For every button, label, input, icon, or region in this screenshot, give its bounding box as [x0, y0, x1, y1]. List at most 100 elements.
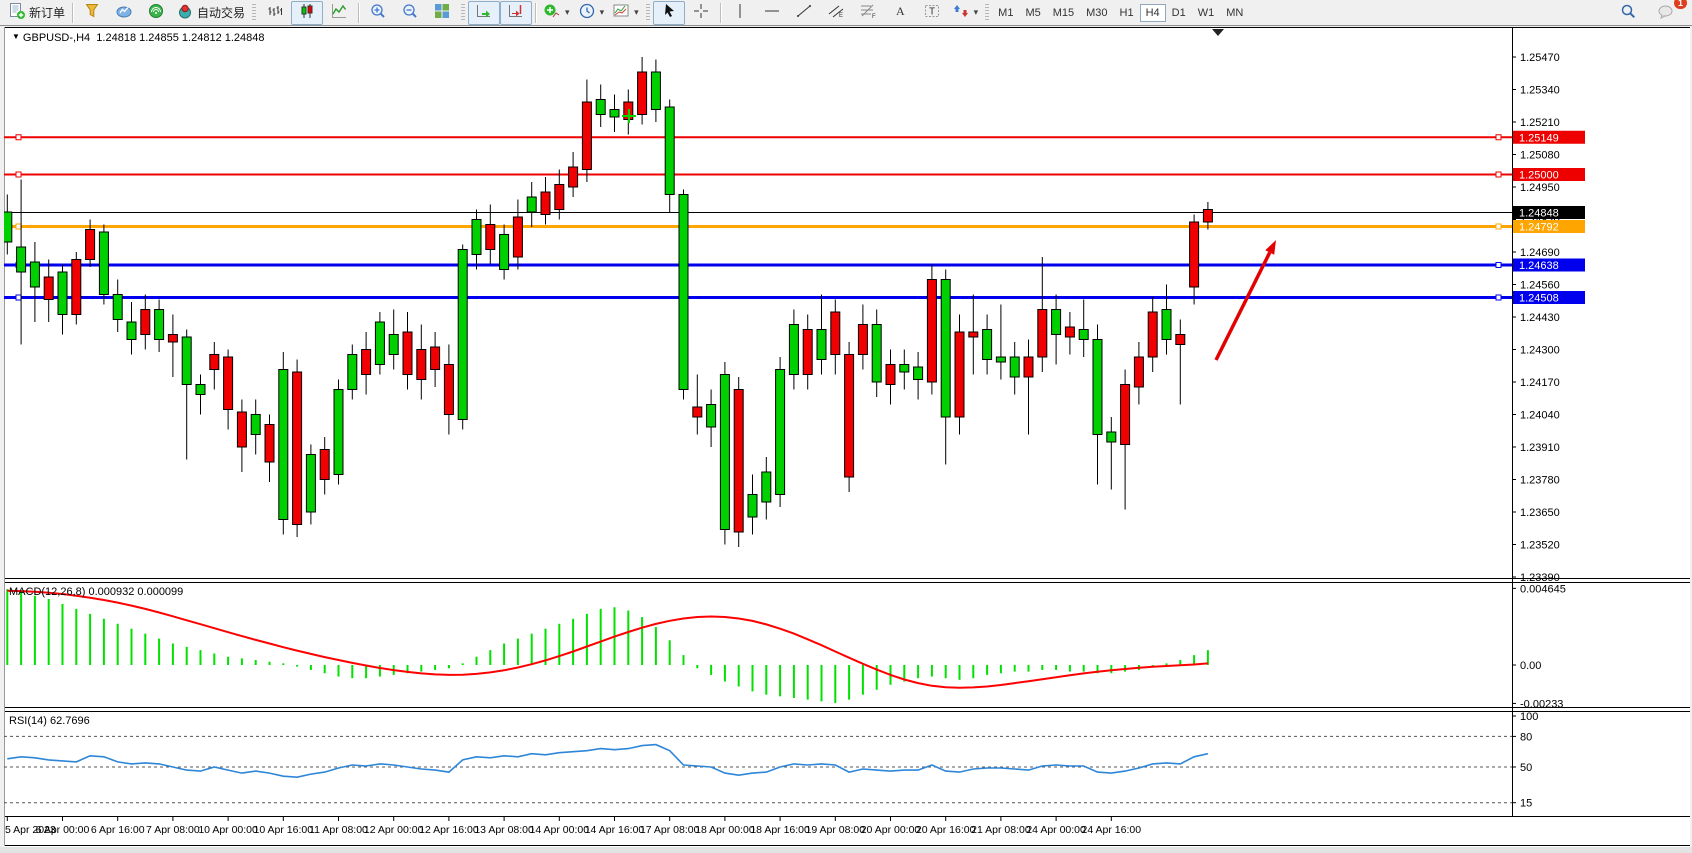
svg-text:1.24690: 1.24690 — [1520, 247, 1560, 259]
dropdown-arrow-icon[interactable]: ▾ — [599, 7, 605, 17]
green-cross-marker[interactable] — [622, 109, 636, 123]
candlestick — [1037, 309, 1048, 358]
svg-text:1.23520: 1.23520 — [1520, 540, 1560, 552]
candlestick — [1189, 221, 1200, 288]
timeframe-mn-button[interactable]: MN — [1226, 6, 1244, 19]
timeframe-m1-button[interactable]: M1 — [998, 6, 1014, 19]
macd-histogram — [6, 589, 1209, 703]
zoom-in-button[interactable] — [362, 1, 394, 25]
chart-ohlc-values: 1.24818 1.24855 1.24812 1.24848 — [96, 32, 265, 44]
timeframe-h1-button[interactable]: H1 — [1119, 6, 1134, 19]
svg-text:24 Apr 00:00: 24 Apr 00:00 — [1026, 824, 1086, 836]
candlestick — [154, 309, 165, 340]
candlestick — [788, 324, 799, 375]
candlestick — [678, 194, 689, 390]
red-arrow[interactable] — [1214, 240, 1276, 361]
hline-support-line-1[interactable] — [4, 262, 1512, 268]
price-tag — [1513, 206, 1585, 219]
text-button[interactable]: A — [884, 1, 916, 25]
chart-bars-button[interactable] — [259, 1, 291, 25]
candlestick — [98, 231, 109, 295]
zoom-out-button[interactable] — [394, 1, 426, 25]
candlestick — [499, 234, 510, 270]
chat-icon — [1657, 2, 1675, 23]
timeframe-m30-button[interactable]: M30 — [1086, 6, 1108, 19]
navigator-button[interactable] — [140, 1, 172, 25]
dropdown-arrow-icon[interactable]: ▾ — [565, 7, 570, 17]
indicators-button[interactable]: ▾ — [539, 1, 574, 25]
svg-text:1.24560: 1.24560 — [1520, 280, 1560, 292]
svg-text:18 Apr 16:00: 18 Apr 16:00 — [750, 824, 810, 836]
price-tag — [1513, 130, 1585, 144]
svg-text:0.00: 0.00 — [1520, 660, 1541, 672]
search-button[interactable] — [1612, 1, 1644, 25]
crosshair-button[interactable] — [685, 1, 717, 25]
svg-text:14 Apr 16:00: 14 Apr 16:00 — [585, 824, 645, 836]
hline-orange-level-line[interactable] — [4, 223, 1512, 230]
zoom-in-icon — [369, 2, 387, 23]
trendline-button[interactable] — [788, 1, 820, 25]
svg-text:1.24950: 1.24950 — [1520, 182, 1560, 194]
shapes-icon — [952, 2, 970, 23]
svg-text:15: 15 — [1520, 798, 1532, 810]
timeframe-m5-button[interactable]: M5 — [1025, 6, 1041, 19]
label-button[interactable]: T — [916, 1, 948, 25]
candlestick — [430, 346, 441, 370]
periods-button[interactable]: ▾ — [574, 1, 609, 25]
dropdown-arrow-icon[interactable]: ▾ — [634, 7, 639, 17]
candlestick — [471, 219, 482, 255]
candlestick — [85, 229, 96, 260]
line-handle — [15, 294, 22, 301]
fibonacci-button[interactable]: F — [852, 1, 884, 25]
templates-button[interactable]: ▾ — [608, 1, 643, 25]
new-order-button[interactable]: 新订单 — [4, 1, 69, 25]
candlestick — [181, 336, 192, 385]
candlestick — [333, 389, 344, 475]
svg-text:6 Apr 00:00: 6 Apr 00:00 — [36, 824, 90, 836]
dropdown-arrow-icon[interactable]: ▾ — [973, 7, 979, 17]
candles-icon — [298, 2, 316, 23]
price-tag — [1513, 168, 1585, 181]
market-watch-button[interactable] — [76, 1, 108, 25]
hline-resistance-line-1[interactable] — [4, 134, 1512, 141]
vline-icon — [731, 2, 749, 23]
candlestick — [236, 411, 247, 448]
price-tags: 1.25149 1.25000 1.24792 1.24638 1.24508 1.248… — [1513, 130, 1585, 305]
candlestick — [361, 349, 372, 375]
autotrading-button[interactable]: 自动交易 — [172, 1, 249, 25]
svg-text:17 Apr 08:00: 17 Apr 08:00 — [640, 824, 700, 836]
bars-icon — [266, 2, 284, 23]
cursor-button[interactable] — [652, 0, 685, 25]
toolbar: 新订单 自动交易 ▾ ▾ ▾ E F A T ▾ M1 M5 M15 M30 H1 H4 D1 W1 MN 1 — [0, 0, 1692, 26]
linechart-icon — [330, 2, 348, 23]
vertical-line-button[interactable] — [724, 1, 756, 25]
hline-resistance-line-2[interactable] — [4, 171, 1512, 178]
candlestick — [16, 246, 27, 273]
chart-candles-button[interactable] — [291, 0, 324, 25]
chart-shift-button[interactable] — [500, 0, 533, 25]
candlestick — [126, 321, 137, 340]
svg-text:5 Apr 2023: 5 Apr 2023 — [5, 824, 56, 836]
timeframe-w1-button[interactable]: W1 — [1197, 6, 1215, 19]
timeframe-m15-button[interactable]: M15 — [1052, 6, 1075, 19]
data-window-button[interactable] — [108, 1, 140, 25]
chart-menu-icon[interactable]: ▼ — [12, 32, 20, 41]
candles — [4, 57, 1213, 547]
timeframe-h4-button[interactable]: H4 — [1139, 3, 1166, 22]
hline-support-line-2[interactable] — [4, 294, 1512, 301]
tile-windows-button[interactable] — [426, 1, 458, 25]
chart-shift-marker[interactable] — [1212, 29, 1224, 36]
svg-text:14 Apr 00:00: 14 Apr 00:00 — [530, 824, 590, 836]
line-handle — [1495, 223, 1502, 230]
rsi-indicator-label: RSI(14) 62.7696 — [9, 715, 90, 727]
notifications-button[interactable]: 1 — [1650, 0, 1687, 25]
timeframe-d1-button[interactable]: D1 — [1171, 6, 1186, 19]
channel-button[interactable]: E — [820, 1, 852, 25]
horizontal-line-button[interactable] — [756, 1, 788, 25]
shapes-button[interactable]: ▾ — [948, 1, 983, 25]
candlestick — [719, 374, 730, 530]
auto-scroll-button[interactable] — [468, 0, 501, 25]
line-handle — [1495, 294, 1502, 301]
chart-line-button[interactable] — [323, 1, 355, 25]
